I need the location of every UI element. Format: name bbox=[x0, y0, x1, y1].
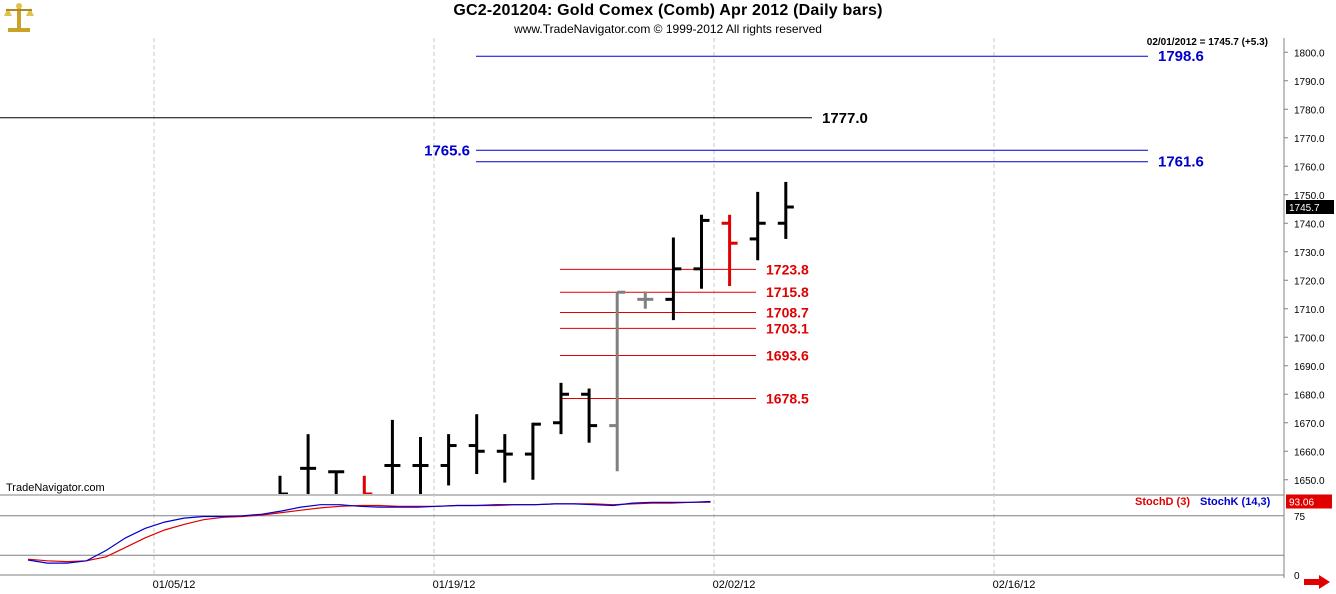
level-label: 1765.6 bbox=[424, 142, 470, 159]
price-tick-label: 1700.0 bbox=[1294, 333, 1325, 344]
copyright-subtitle: www.TradeNavigator.com © 1999-2012 All r… bbox=[514, 22, 822, 36]
ohlc-bar bbox=[300, 434, 317, 494]
ohlc-bar bbox=[749, 191, 766, 261]
stoch-tick-label: 0 bbox=[1294, 571, 1300, 582]
ohlc-bar bbox=[440, 434, 457, 486]
ohlc-bar bbox=[721, 214, 738, 286]
level-label: 1693.6 bbox=[766, 347, 809, 363]
title-bar: GC2-201204: Gold Comex (Comb) Apr 2012 (… bbox=[0, 0, 1336, 38]
level-label: 1715.8 bbox=[766, 284, 809, 300]
last-stoch-flag bbox=[1286, 494, 1332, 509]
ohlc-bar bbox=[581, 388, 598, 443]
price-tick-label: 1770.0 bbox=[1294, 134, 1325, 145]
price-tick-label: 1650.0 bbox=[1294, 476, 1325, 487]
ohlc-bar bbox=[496, 434, 513, 483]
price-tick-label: 1690.0 bbox=[1294, 362, 1325, 373]
chart-title: GC2-201204: Gold Comex (Comb) Apr 2012 (… bbox=[453, 2, 883, 19]
ohlc-bar bbox=[412, 437, 429, 494]
ohlc-bar bbox=[384, 419, 401, 494]
level-label: 1777.0 bbox=[822, 110, 868, 127]
price-tick-label: 1660.0 bbox=[1294, 447, 1325, 458]
last-price-flag bbox=[1286, 200, 1334, 215]
price-pane bbox=[0, 38, 1284, 494]
ohlc-bar bbox=[468, 414, 485, 475]
price-tick-label: 1790.0 bbox=[1294, 77, 1325, 88]
price-tick-label: 1760.0 bbox=[1294, 162, 1325, 173]
date-tick-label: 02/02/12 bbox=[713, 579, 756, 591]
price-tick-label: 1800.0 bbox=[1294, 48, 1325, 59]
last-quote-readout: 02/01/2012 = 1745.7 (+5.3) bbox=[1146, 37, 1268, 48]
ohlc-bar bbox=[637, 291, 654, 309]
scroll-right-arrow-icon[interactable] bbox=[1304, 575, 1330, 589]
date-tick-label: 01/05/12 bbox=[153, 579, 196, 591]
legend-stoch-k: StochK (14,3) bbox=[1200, 496, 1271, 508]
brand-label: TradeNavigator.com bbox=[6, 482, 105, 494]
stoch-tick-label: 75 bbox=[1294, 512, 1306, 523]
price-tick-label: 1680.0 bbox=[1294, 390, 1325, 401]
price-tick-label: 1720.0 bbox=[1294, 276, 1325, 287]
last-stoch-value: 93.06 bbox=[1289, 497, 1314, 508]
level-label: 1703.1 bbox=[766, 320, 809, 336]
last-price-value: 1745.7 bbox=[1289, 203, 1320, 214]
ohlc-bar bbox=[609, 290, 626, 472]
ohlc-bar bbox=[665, 237, 682, 321]
level-label: 1798.6 bbox=[1158, 48, 1204, 65]
ohlc-bar bbox=[328, 470, 345, 494]
price-tick-label: 1780.0 bbox=[1294, 105, 1325, 116]
price-tick-label: 1750.0 bbox=[1294, 191, 1325, 202]
price-tick-label: 1730.0 bbox=[1294, 248, 1325, 259]
stoch-series-line bbox=[27, 501, 711, 563]
level-label: 1708.7 bbox=[766, 304, 809, 320]
date-tick-label: 02/16/12 bbox=[993, 579, 1036, 591]
level-label: 1723.8 bbox=[766, 261, 809, 277]
ohlc-bar bbox=[553, 382, 569, 435]
date-tick-label: 01/19/12 bbox=[433, 579, 476, 591]
ohlc-bar bbox=[278, 475, 288, 494]
ohlc-bar bbox=[693, 214, 710, 289]
ohlc-bar bbox=[362, 475, 373, 494]
price-tick-label: 1670.0 bbox=[1294, 419, 1325, 430]
trade-navigator-scale-icon[interactable] bbox=[2, 2, 36, 34]
stoch-series-line bbox=[27, 500, 711, 564]
ohlc-bar bbox=[777, 181, 794, 239]
level-label: 1678.5 bbox=[766, 391, 809, 407]
ohlc-bar bbox=[524, 422, 541, 480]
price-tick-label: 1710.0 bbox=[1294, 305, 1325, 316]
ohlc-bars bbox=[278, 181, 794, 494]
level-label: 1761.6 bbox=[1158, 154, 1204, 171]
legend-stoch-d: StochD (3) bbox=[1135, 496, 1190, 508]
price-tick-label: 1740.0 bbox=[1294, 219, 1325, 230]
